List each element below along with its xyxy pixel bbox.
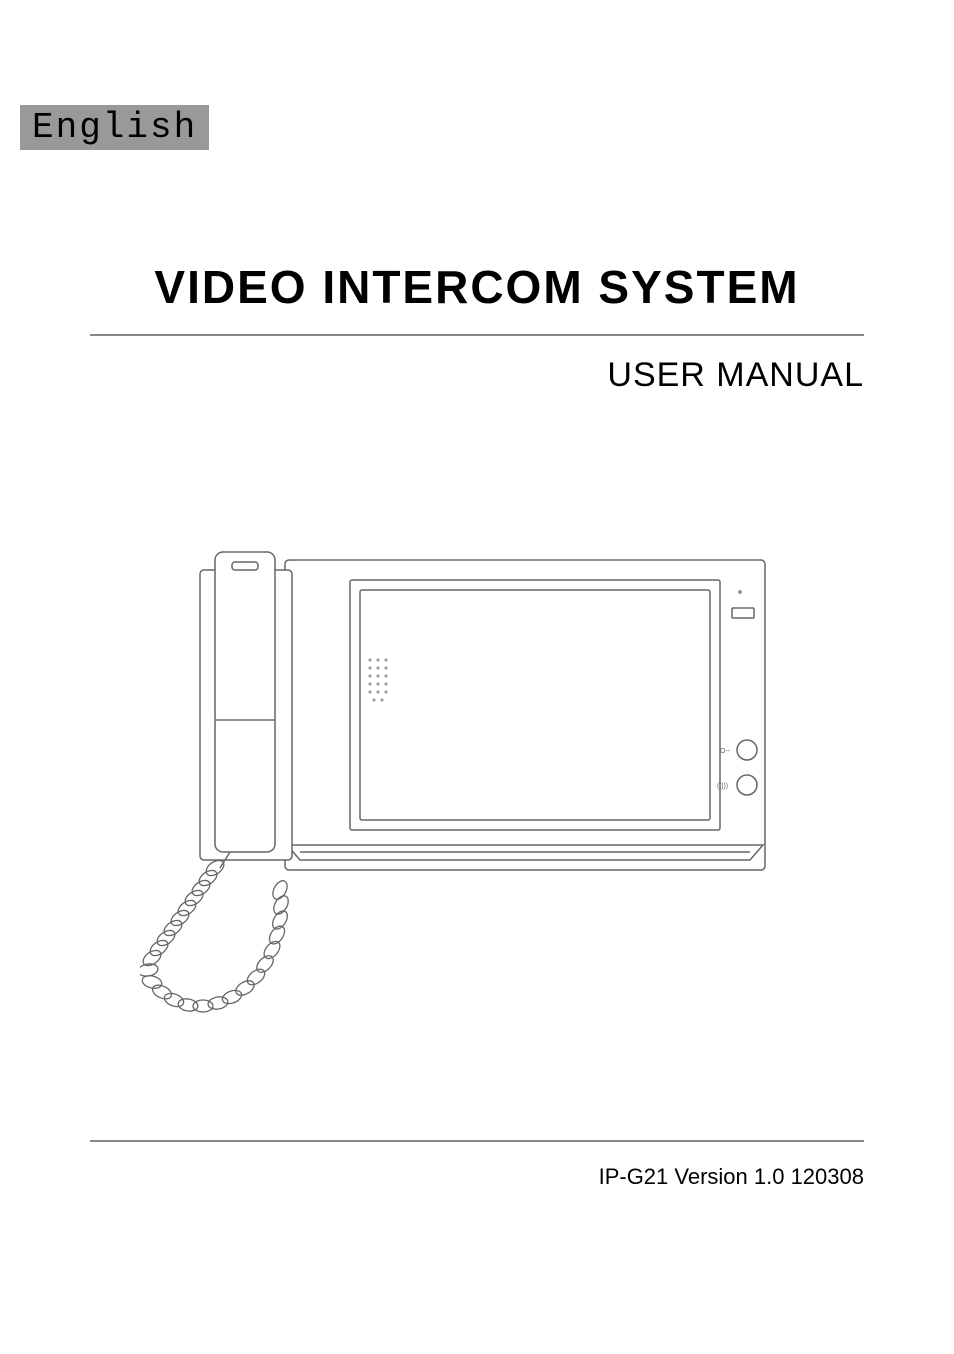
version-text: IP-G21 Version 1.0 120308 <box>90 1164 864 1190</box>
subtitle: USER MANUAL <box>90 356 864 395</box>
main-title: VIDEO INTERCOM SYSTEM <box>90 260 864 336</box>
device-illustration: O-- ((|)) <box>140 540 790 1060</box>
intercom-device-svg: O-- ((|)) <box>140 540 790 1060</box>
language-badge: English <box>20 105 209 150</box>
footer-divider <box>90 1140 864 1142</box>
footer-section: IP-G21 Version 1.0 120308 <box>90 1140 864 1190</box>
svg-text:((|)): ((|)) <box>717 783 728 790</box>
title-section: VIDEO INTERCOM SYSTEM USER MANUAL <box>90 260 864 395</box>
svg-text:O--: O-- <box>720 748 731 755</box>
